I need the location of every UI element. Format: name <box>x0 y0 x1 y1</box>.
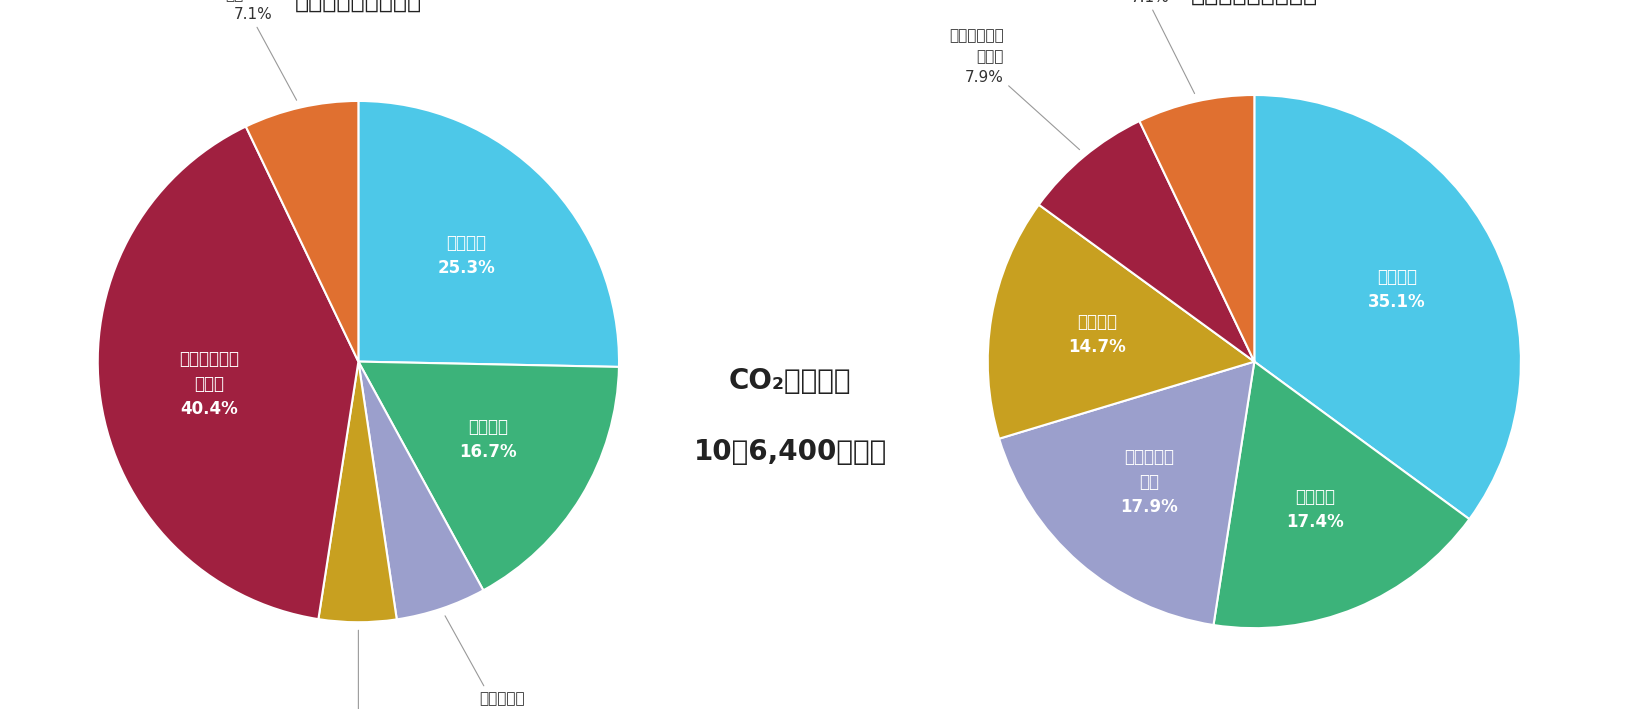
Wedge shape <box>246 101 358 362</box>
Text: CO₂排出量：: CO₂排出量： <box>728 367 852 395</box>
Wedge shape <box>1254 95 1521 519</box>
Wedge shape <box>999 362 1254 625</box>
Text: 業務その他
部門
17.9%: 業務その他 部門 17.9% <box>1121 448 1178 516</box>
Text: 非エネルギー−
起源CO₂
7.1%: 非エネルギー− 起源CO₂ 7.1% <box>1101 0 1194 94</box>
Text: 産業部門
25.3%: 産業部門 25.3% <box>438 234 495 277</box>
Text: 10億6,400万トン: 10億6,400万トン <box>694 438 886 466</box>
Text: 家庭部門
14.7%: 家庭部門 14.7% <box>1069 313 1126 356</box>
Wedge shape <box>318 362 397 623</box>
Wedge shape <box>1139 95 1254 362</box>
Text: 産業部門
35.1%: 産業部門 35.1% <box>1368 268 1425 311</box>
Text: エネルギー転
換部門
7.9%: エネルギー転 換部門 7.9% <box>950 28 1080 150</box>
Title: 』電気・熱配分後』: 』電気・熱配分後』 <box>1191 0 1318 6</box>
Wedge shape <box>987 205 1254 439</box>
Text: 家庭部門
4.8%: 家庭部門 4.8% <box>339 630 378 709</box>
Wedge shape <box>1214 362 1469 628</box>
Text: 業務その他
部門
5.6%: 業務その他 部門 5.6% <box>445 616 525 709</box>
Wedge shape <box>358 101 619 367</box>
Text: 運輸部門
16.7%: 運輸部門 16.7% <box>459 418 516 462</box>
Wedge shape <box>1039 121 1254 362</box>
Text: エネルギー転
換部門
40.4%: エネルギー転 換部門 40.4% <box>179 350 239 418</box>
Title: 』電気・熱配分前』: 』電気・熱配分前』 <box>295 0 422 13</box>
Wedge shape <box>358 362 619 591</box>
Wedge shape <box>358 362 484 620</box>
Text: 運輸部門
17.4%: 運輸部門 17.4% <box>1287 488 1344 531</box>
Wedge shape <box>98 126 358 619</box>
Text: 非エネルギー−
起源CO₂
7.1%: 非エネルギー− 起源CO₂ 7.1% <box>205 0 296 100</box>
